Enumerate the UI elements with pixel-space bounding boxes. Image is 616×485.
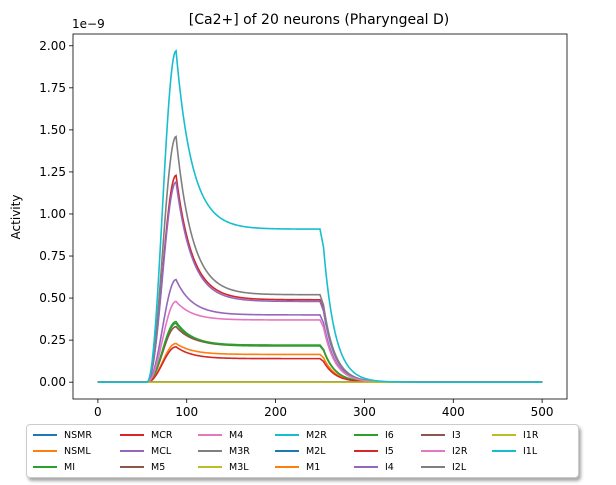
legend-item-m3l: M3L [198,460,249,474]
chart-title: [Ca2+] of 20 neurons (Pharyngeal D) [189,12,450,28]
legend-item-i2r: I2R [421,444,467,458]
legend-item-i1l: I1L [492,444,537,458]
legend-label: I4 [385,461,394,473]
legend-label: NSML [64,445,91,457]
legend-label: NSMR [64,429,92,441]
legend-swatch [120,466,144,468]
legend-item-mcl: MCL [120,444,171,458]
legend-item-i6: I6 [354,428,394,442]
legend-swatch [421,434,445,436]
x-tick-label: 500 [531,405,554,419]
legend-item-mcr: MCR [120,428,172,442]
y-tick-label: 1.00 [39,207,66,221]
legend-label: I2L [452,461,467,473]
legend-item-i3: I3 [421,428,461,442]
x-tick-label: 400 [442,405,465,419]
legend-item-nsml: NSML [33,444,91,458]
x-tick-label: 100 [175,405,198,419]
legend-swatch [33,450,57,452]
axis-ticks: 0 100 200 300 400 500 0.00 0.25 0.50 0.75 1.00 1.25… [39,39,553,419]
legend-item-m2r: M2R [275,428,327,442]
y-axis-offset: 1e−9 [72,17,105,31]
y-tick-label: 1.75 [39,81,66,95]
legend-label: I1R [523,429,539,441]
y-tick-label: 1.50 [39,123,66,137]
legend-item-i2l: I2L [421,460,466,474]
y-tick-label: 0.75 [39,249,66,263]
legend-label: M3L [229,461,249,473]
legend-swatch [198,450,222,452]
legend: NSMR NSML MI MCR MCL M5 M4 M3R M3L M2R M2L M1 I6 I5 I4… [26,424,579,478]
series-line-mcl [97,180,543,383]
legend-item-i5: I5 [354,444,394,458]
legend-swatch [198,434,222,436]
y-tick-label: 1.25 [39,165,66,179]
series-line-i1l [97,49,543,383]
legend-label: M2L [306,445,326,457]
legend-label: M1 [306,461,321,473]
legend-item-i4: I4 [354,460,394,474]
legend-item-m2l: M2L [275,444,326,458]
legend-label: M2R [306,429,327,441]
axes-frame [72,33,568,400]
legend-label: MI [64,461,75,473]
legend-swatch [120,450,144,452]
legend-swatch [492,450,516,452]
legend-swatch [421,450,445,452]
series-line-mcr [97,173,543,383]
y-tick-label: 2.00 [39,39,66,53]
legend-label: MCR [151,429,173,441]
legend-label: M4 [229,429,244,441]
legend-label: M5 [151,461,166,473]
legend-swatch [33,466,57,468]
legend-swatch [354,450,378,452]
legend-label: I6 [385,429,394,441]
legend-swatch [120,434,144,436]
x-tick-label: 200 [264,405,287,419]
legend-swatch [421,466,445,468]
legend-label: I3 [452,429,461,441]
legend-swatch [354,434,378,436]
x-tick-label: 300 [353,405,376,419]
y-tick-label: 0.00 [39,375,66,389]
legend-item-i1r: I1R [492,428,538,442]
legend-swatch [275,434,299,436]
legend-swatch [33,434,57,436]
legend-item-m3r: M3R [198,444,250,458]
legend-label: I2R [452,445,468,457]
series-line-i5 [97,346,543,383]
legend-swatch [492,434,516,436]
legend-item-m4: M4 [198,428,243,442]
x-tick-label: 0 [94,405,102,419]
legend-label: M3R [229,445,250,457]
y-tick-label: 0.25 [39,333,66,347]
legend-label: I5 [385,445,394,457]
y-tick-label: 0.50 [39,291,66,305]
legend-swatch [198,466,222,468]
legend-item-m1: M1 [275,460,320,474]
legend-item-m5: M5 [120,460,165,474]
legend-label: MCL [151,445,172,457]
legend-item-nsmr: NSMR [33,428,92,442]
legend-label: I1L [523,445,538,457]
y-axis-label: Activity [9,195,23,240]
legend-item-mi: MI [33,460,75,474]
legend-swatch [275,466,299,468]
plot-area [97,49,543,383]
legend-swatch [275,450,299,452]
legend-swatch [354,466,378,468]
